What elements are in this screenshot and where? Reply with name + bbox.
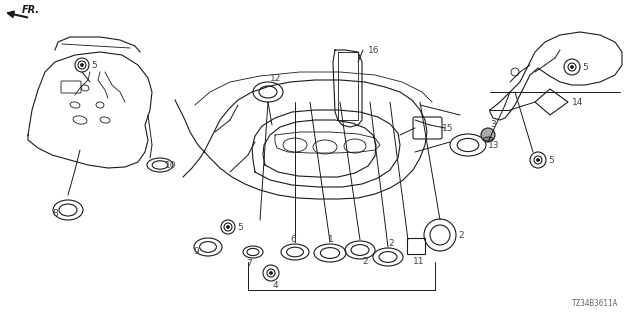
Text: 9: 9 [193,247,199,257]
Ellipse shape [483,137,493,141]
Text: 11: 11 [413,258,424,267]
Text: 4: 4 [273,282,278,291]
Circle shape [270,272,272,274]
Text: 3: 3 [490,119,496,129]
Text: 15: 15 [442,124,454,132]
Text: 2: 2 [388,239,394,249]
Text: 5: 5 [237,222,243,231]
Text: TZ34B3611A: TZ34B3611A [572,299,618,308]
Text: 16: 16 [368,45,380,54]
Text: 5: 5 [582,62,588,71]
Text: 8: 8 [52,209,58,218]
Text: 6: 6 [290,236,296,244]
Text: FR.: FR. [22,5,40,15]
Text: 1: 1 [328,236,333,244]
Circle shape [537,159,540,161]
Text: 2: 2 [458,230,463,239]
Circle shape [81,64,83,66]
Circle shape [481,128,495,142]
Text: 2: 2 [362,258,367,267]
Text: 12: 12 [270,74,282,83]
Text: 14: 14 [572,98,584,107]
Text: 7: 7 [246,260,252,268]
Text: 13: 13 [488,140,499,149]
Text: 10: 10 [165,161,177,170]
Circle shape [571,66,573,68]
Circle shape [227,226,229,228]
Text: 5: 5 [548,156,554,164]
Text: 5: 5 [91,60,97,69]
